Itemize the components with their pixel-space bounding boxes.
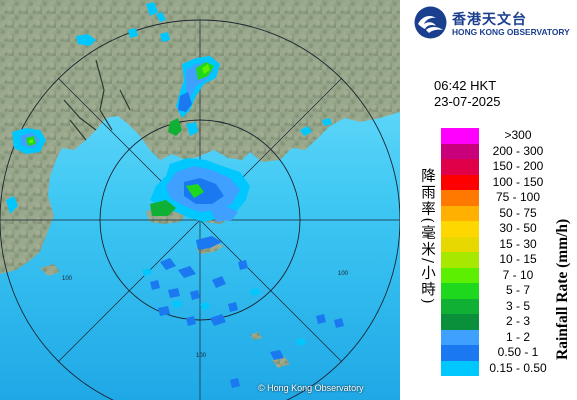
legend-range-label: 100 - 150 (492, 174, 544, 189)
legend-swatch (441, 283, 479, 299)
pearl-river (63, 59, 131, 141)
ring-label-south: 100 (196, 353, 207, 359)
echo-cluster-south (150, 258, 344, 388)
legend-range-label: 5 - 7 (505, 283, 530, 297)
echo-cluster-north (168, 56, 220, 136)
legend-swatch (441, 143, 479, 159)
legend-swatch (441, 329, 479, 345)
legend-swatch (441, 345, 479, 361)
legend-range-label: 2 - 3 (505, 314, 530, 328)
radar-echoes (6, 2, 344, 388)
legend-color-scale (441, 128, 479, 376)
org-name-zh: 香港天文台 (452, 12, 527, 28)
legend-range-label: 7 - 10 (502, 267, 534, 282)
legend-range-label: 15 - 30 (499, 236, 537, 251)
legend-range-label: >300 (504, 128, 532, 142)
legend-swatch (441, 252, 479, 268)
ring-label-east: 100 (338, 271, 349, 277)
echo-cluster-central (150, 158, 250, 250)
radar-map: 100 100 100 (0, 0, 400, 400)
legend-swatch (441, 298, 479, 314)
legend-swatch (441, 236, 479, 252)
observation-date: 23-07-2025 (434, 94, 501, 109)
legend-swatch (441, 159, 479, 175)
org-name-en: HONG KONG OBSERVATORY (452, 27, 570, 37)
legend-swatch (441, 314, 479, 330)
hko-logo: 香港天文台 HONG KONG OBSERVATORY (414, 6, 574, 40)
legend-title-zh: 降雨率(毫米/小時) (419, 168, 435, 306)
legend-range-label: 75 - 100 (495, 190, 541, 204)
hko-emblem-icon (414, 6, 447, 39)
radar-map-canvas: 100 100 100 (0, 0, 400, 400)
legend-range-label: 150 - 200 (492, 159, 544, 173)
copyright-notice: © Hong Kong Observatory (258, 383, 364, 393)
observation-time: 06:42 HKT (434, 78, 497, 93)
legend-title-en: Rainfall Rate (mm/h) (554, 218, 571, 360)
legend-range-label: 30 - 50 (499, 221, 537, 235)
ring-label-west: 100 (62, 276, 73, 282)
legend-swatch (441, 128, 479, 144)
echo-cluster-south-light (142, 268, 306, 346)
legend-range-label: 200 - 300 (492, 143, 544, 158)
legend-swatch (441, 221, 479, 237)
legend-swatch (441, 267, 479, 283)
legend-range-label: 3 - 5 (505, 298, 530, 313)
legend-swatch (441, 360, 479, 376)
legend-range-label: 50 - 75 (499, 205, 537, 220)
echo-cluster-top (6, 2, 332, 214)
legend-range-labels: >300 200 - 300 150 - 200 100 - 150 75 - 100 5… (479, 128, 557, 376)
legend-range-label: 0.15 - 0.50 (489, 360, 547, 375)
legend-range-label: 1 - 2 (505, 329, 530, 344)
legend-swatch (441, 205, 479, 221)
legend-range-label: 10 - 15 (499, 252, 537, 266)
legend-range-label: 0.50 - 1 (497, 345, 539, 359)
echo-cluster-northwest (12, 128, 46, 154)
legend-swatch (441, 174, 479, 190)
legend-swatch (441, 190, 479, 206)
legend-panel: 香港天文台 HONG KONG OBSERVATORY 06:42 HKT 23… (400, 0, 577, 400)
